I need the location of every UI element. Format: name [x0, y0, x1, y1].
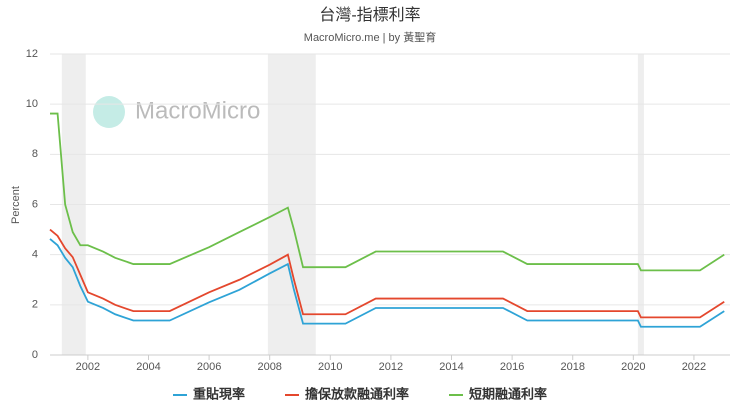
x-tick-label: 2006	[197, 361, 221, 373]
series-line	[50, 112, 725, 272]
x-tick-label: 2020	[621, 361, 645, 373]
watermark: MacroMicro	[135, 97, 260, 124]
y-tick-label: 12	[26, 48, 38, 60]
chart-subtitle: MacroMicro.me | by 黃聖育	[304, 30, 436, 44]
x-tick-label: 2012	[379, 361, 403, 373]
chart-title: 台灣-指標利率	[319, 6, 420, 24]
legend-label: 擔保放款融通利率	[305, 386, 409, 401]
y-tick-label: 8	[32, 148, 38, 160]
x-tick-label: 2016	[500, 361, 524, 373]
legend-label: 重貼現率	[193, 386, 245, 401]
x-tick-label: 2010	[318, 361, 342, 373]
x-tick-label: 2004	[136, 361, 160, 373]
x-tick-label: 2002	[76, 361, 100, 373]
legend-label: 短期融通利率	[469, 386, 547, 401]
series-line	[49, 238, 725, 328]
legend-item[interactable]: 擔保放款融通利率	[285, 386, 409, 401]
y-tick-label: 10	[26, 98, 38, 110]
y-tick-label: 6	[32, 198, 38, 210]
y-tick-label: 2	[32, 299, 38, 311]
legend-item[interactable]: 短期融通利率	[449, 386, 547, 401]
y-tick-label: 0	[32, 349, 38, 361]
y-axis-label: Percent	[10, 186, 22, 224]
legend-item[interactable]: 重貼現率	[173, 386, 245, 401]
x-tick-label: 2022	[682, 361, 706, 373]
watermark-logo	[93, 96, 125, 128]
x-tick-label: 2008	[257, 361, 281, 373]
y-tick-label: 4	[32, 249, 38, 261]
series-line	[49, 228, 725, 319]
x-tick-label: 2014	[439, 361, 463, 373]
x-tick-label: 2018	[560, 361, 584, 373]
